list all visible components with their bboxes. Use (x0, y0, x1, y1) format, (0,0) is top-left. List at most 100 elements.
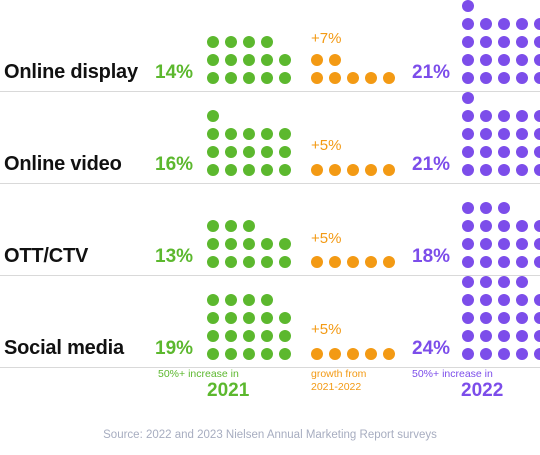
dot-2022 (462, 164, 474, 176)
dot-growth (311, 348, 323, 360)
dot-2021 (243, 54, 255, 66)
dot-2021 (225, 312, 237, 324)
dot-2022 (534, 146, 540, 158)
dot-2022 (480, 238, 492, 250)
dot-2022 (498, 18, 510, 30)
dot-2021 (243, 36, 255, 48)
footer-growth-note-1: growth from (311, 368, 367, 380)
dot-2021 (207, 36, 219, 48)
dot-2022 (534, 294, 540, 306)
dot-2021 (225, 330, 237, 342)
dot-2022 (480, 256, 492, 268)
pct-2022-label: 24% (412, 338, 451, 359)
dot-2021 (279, 238, 291, 250)
dot-2022 (516, 330, 528, 342)
dot-growth (347, 348, 359, 360)
dot-growth (383, 72, 395, 84)
dot-2021 (225, 72, 237, 84)
dot-2022 (498, 128, 510, 140)
dot-2022 (462, 146, 474, 158)
growth-label: +5% (311, 137, 342, 154)
dot-2021 (243, 312, 255, 324)
dot-growth (347, 256, 359, 268)
dot-2021 (225, 220, 237, 232)
row-ott-ctv: OTT/CTV 13% +5% 18% (0, 184, 540, 276)
dot-growth (329, 54, 341, 66)
dot-2021 (261, 72, 273, 84)
dot-2021 (207, 256, 219, 268)
dot-2021 (207, 312, 219, 324)
dot-2021 (207, 72, 219, 84)
dot-growth (311, 256, 323, 268)
dot-2022 (498, 164, 510, 176)
dot-2022 (516, 18, 528, 30)
dot-2022 (462, 36, 474, 48)
dot-2022 (534, 330, 540, 342)
dot-2022 (498, 110, 510, 122)
dot-2022 (462, 110, 474, 122)
dot-growth (329, 256, 341, 268)
dot-2022 (462, 294, 474, 306)
pct-2021-label: 14% (155, 62, 194, 83)
dot-2021 (207, 220, 219, 232)
dot-growth (311, 54, 323, 66)
dot-2021 (279, 348, 291, 360)
dot-2022 (534, 312, 540, 324)
dot-2022 (462, 348, 474, 360)
source-note: Source: 2022 and 2023 Nielsen Annual Mar… (103, 429, 437, 441)
row-divider (0, 183, 540, 184)
dot-2022 (498, 146, 510, 158)
pct-2022-label: 21% (412, 154, 451, 175)
dot-2021 (243, 128, 255, 140)
dot-2022 (534, 110, 540, 122)
dot-2021 (261, 348, 273, 360)
dot-2022 (498, 312, 510, 324)
dot-2021 (243, 348, 255, 360)
pct-2021-label: 16% (155, 154, 194, 175)
dot-2021 (207, 164, 219, 176)
dot-2021 (243, 238, 255, 250)
dot-2022 (516, 294, 528, 306)
dot-2022 (480, 312, 492, 324)
dot-2022 (480, 348, 492, 360)
dot-2021 (225, 54, 237, 66)
dot-2021 (279, 330, 291, 342)
dot-2022 (480, 18, 492, 30)
row-divider (0, 91, 540, 92)
dot-2022 (462, 202, 474, 214)
dot-2021 (207, 330, 219, 342)
dot-2022 (480, 294, 492, 306)
dot-2021 (279, 54, 291, 66)
pct-2022-label: 18% (412, 246, 451, 267)
dot-growth (365, 256, 377, 268)
dot-2021 (207, 238, 219, 250)
dot-2022 (498, 36, 510, 48)
dot-2021 (225, 164, 237, 176)
dot-2021 (225, 146, 237, 158)
dot-2021 (225, 348, 237, 360)
dot-2022 (516, 72, 528, 84)
dot-2021 (261, 54, 273, 66)
dot-growth (329, 164, 341, 176)
dot-2022 (462, 276, 474, 288)
dot-2022 (480, 110, 492, 122)
dot-2021 (279, 146, 291, 158)
dot-2022 (516, 146, 528, 158)
dot-growth (311, 72, 323, 84)
dot-2021 (261, 256, 273, 268)
dot-growth (347, 164, 359, 176)
growth-label: +7% (311, 30, 342, 47)
dot-2021 (279, 256, 291, 268)
dot-2021 (279, 128, 291, 140)
dot-2021 (261, 146, 273, 158)
dot-2021 (279, 164, 291, 176)
pct-2022-label: 21% (412, 62, 451, 83)
dot-2022 (480, 330, 492, 342)
dot-growth (383, 256, 395, 268)
dot-2021 (207, 294, 219, 306)
footer-2021-note: 50%+ increase in (158, 368, 239, 380)
dot-2022 (498, 330, 510, 342)
dot-2022 (516, 276, 528, 288)
dot-2022 (516, 312, 528, 324)
dot-growth (347, 72, 359, 84)
